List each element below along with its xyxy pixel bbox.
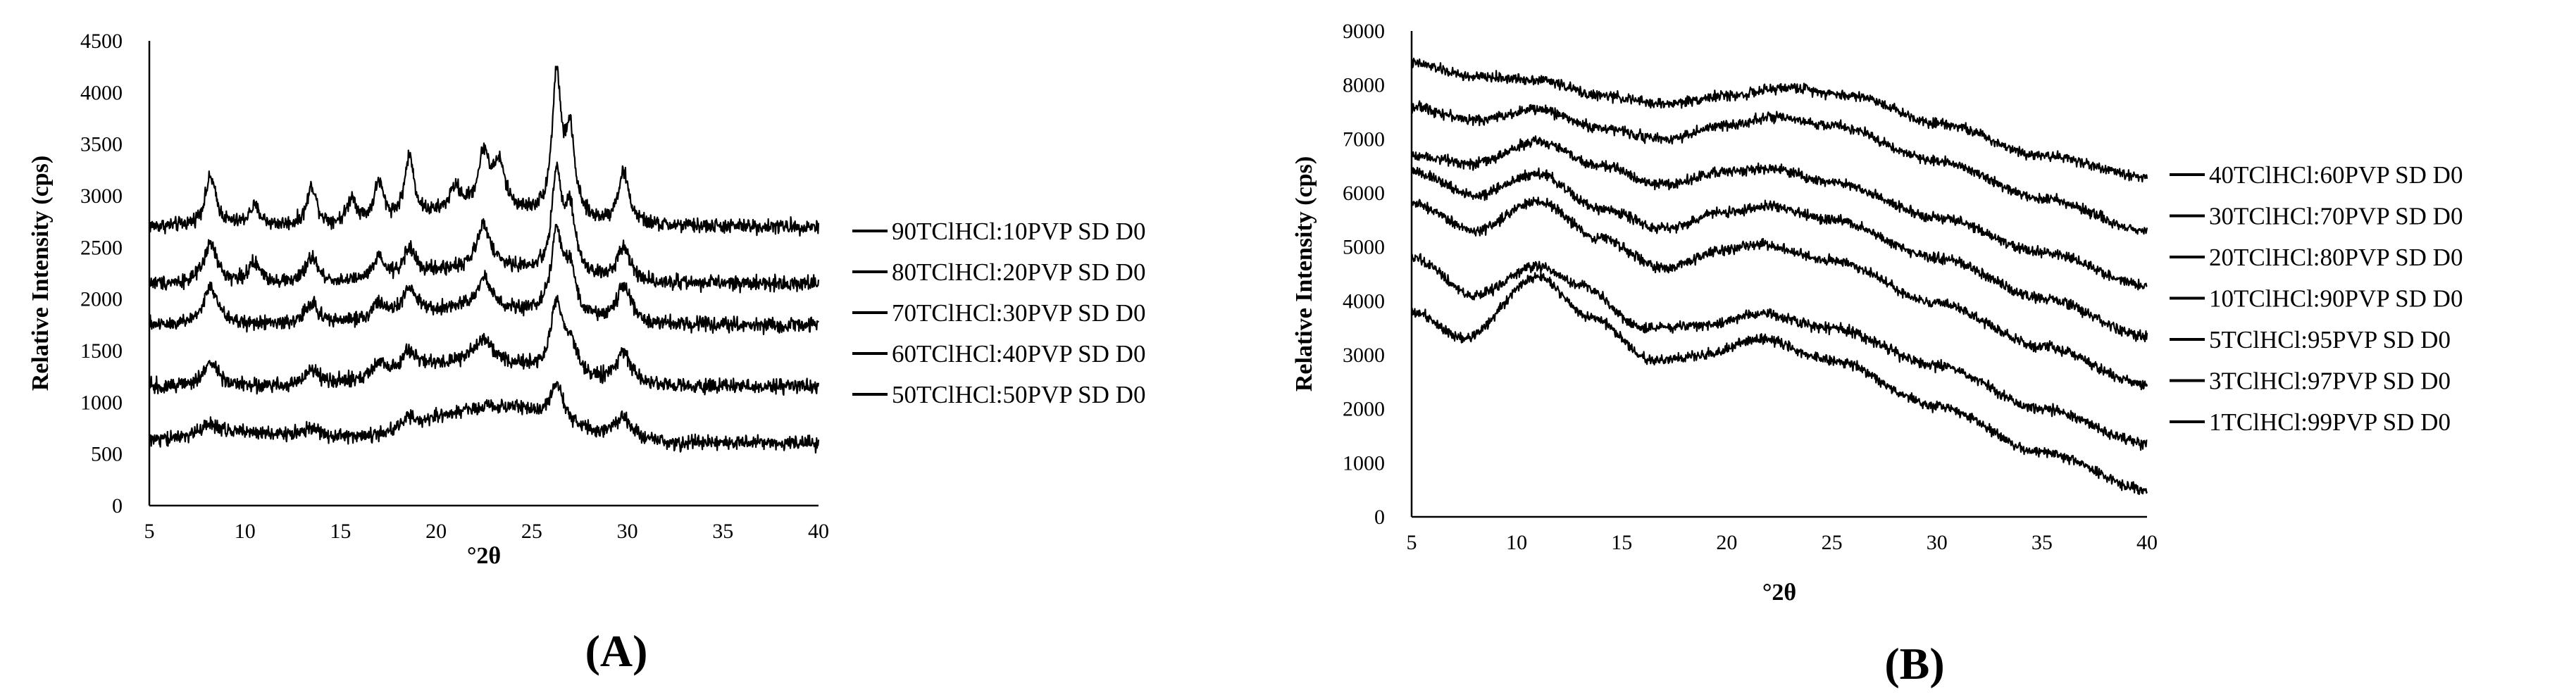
legend-entry: 1TClHCl:99PVP SD D0 [2209, 408, 2451, 436]
series-line [1411, 196, 2148, 391]
y-tick-label: 1500 [80, 339, 123, 363]
y-tick-label: 0 [1374, 506, 1385, 529]
panel-label-a: (A) [585, 626, 648, 676]
legend-entry: 40TClHCl:60PVP SD D0 [2209, 161, 2463, 189]
chart-panel-b: 0 1000 2000 3000 4000 5000 6000 7000 8000 9000 5 1… [1291, 20, 2463, 689]
legend-entry: 5TClHCl:95PVP SD D0 [2209, 326, 2451, 353]
series-line [1410, 57, 2148, 183]
x-tick-label: 15 [330, 520, 351, 543]
y-axis-label-b: Relative Intensity (cps) [1291, 156, 1317, 392]
x-tick-label: 5 [144, 520, 155, 543]
legend-entry: 20TClHCl:80PVP SD D0 [2209, 244, 2463, 271]
y-tick-label: 4000 [80, 81, 123, 104]
chart-panel-a: 0 500 1000 1500 2000 2500 3000 3500 4000 4500 5 10… [27, 30, 1145, 676]
y-tick-label: 1000 [80, 391, 123, 414]
legend-entry: 50TClHCl:50PVP SD D0 [892, 381, 1145, 408]
y-tick-label: 3000 [1343, 344, 1385, 367]
x-tick-label: 5 [1407, 531, 1417, 554]
y-axis-label-a: Relative Intensity (cps) [27, 156, 54, 391]
x-tick-label: 20 [1716, 531, 1737, 554]
legend-b: 40TClHCl:60PVP SD D0 30TClHCl:70PVP SD D0… [2170, 161, 2463, 436]
y-tick-label: 3500 [80, 133, 123, 156]
series-line [148, 223, 819, 335]
x-tick-label: 40 [2136, 531, 2158, 554]
y-tick-label: 8000 [1343, 74, 1385, 97]
series-line [148, 294, 820, 396]
x-tick-label: 20 [425, 520, 447, 543]
series-line [1410, 253, 2148, 451]
legend-entry: 60TClHCl:40PVP SD D0 [892, 340, 1145, 368]
y-tick-label: 4500 [80, 30, 123, 53]
x-tick-label: 10 [235, 520, 256, 543]
x-tick-label: 40 [808, 520, 829, 543]
series-line [148, 161, 820, 294]
y-tick-label: 500 [91, 443, 123, 466]
x-axis-label-b: °2θ [1762, 580, 1796, 606]
series-line [1411, 272, 2148, 495]
y-tick-labels-b: 0 1000 2000 3000 4000 5000 6000 7000 8000 9000 [1343, 20, 1385, 529]
series-line [1410, 100, 2148, 235]
y-tick-labels-a: 0 500 1000 1500 2000 2500 3000 3500 4000 4500 [80, 30, 123, 518]
legend-entry: 30TClHCl:70PVP SD D0 [2209, 203, 2463, 230]
x-tick-label: 30 [617, 520, 638, 543]
legend-entry: 10TClHCl:90PVP SD D0 [2209, 285, 2463, 313]
y-tick-label: 2000 [1343, 398, 1385, 421]
y-tick-label: 1000 [1343, 451, 1385, 475]
series-line [148, 65, 820, 237]
x-tick-label: 10 [1506, 531, 1527, 554]
series-line [148, 381, 820, 454]
series-group-a [148, 65, 820, 454]
legend-entry: 3TClHCl:97PVP SD D0 [2209, 368, 2451, 395]
x-tick-label: 35 [2031, 531, 2053, 554]
series-group-b [1410, 57, 2148, 495]
y-tick-label: 6000 [1343, 182, 1385, 205]
y-tick-label: 2500 [80, 236, 123, 259]
x-tick-label: 15 [1611, 531, 1632, 554]
y-tick-label: 7000 [1343, 127, 1385, 151]
x-tick-labels-b: 5 10 15 20 25 30 35 40 [1407, 531, 2158, 554]
y-tick-label: 3000 [80, 184, 123, 208]
series-line [1410, 166, 2148, 343]
legend-a: 90TClHCl:10PVP SD D0 80TClHCl:20PVP SD D0… [852, 218, 1145, 408]
y-tick-label: 9000 [1343, 20, 1385, 43]
legend-entry: 70TClHCl:30PVP SD D0 [892, 299, 1145, 327]
y-tick-label: 4000 [1343, 289, 1385, 313]
x-tick-labels-a: 5 10 15 20 25 30 35 40 [144, 520, 830, 543]
x-axis-label-a: °2θ [467, 543, 501, 569]
x-tick-label: 25 [1822, 531, 1843, 554]
y-tick-label: 5000 [1343, 236, 1385, 259]
y-tick-label: 2000 [80, 288, 123, 311]
x-tick-label: 35 [712, 520, 733, 543]
legend-entry: 90TClHCl:10PVP SD D0 [892, 218, 1145, 245]
series-line [1410, 135, 2148, 291]
x-tick-label: 30 [1927, 531, 1948, 554]
x-tick-label: 25 [521, 520, 542, 543]
panel-label-b: (B) [1884, 639, 1944, 689]
y-tick-label: 0 [112, 494, 123, 518]
legend-entry: 80TClHCl:20PVP SD D0 [892, 258, 1145, 286]
